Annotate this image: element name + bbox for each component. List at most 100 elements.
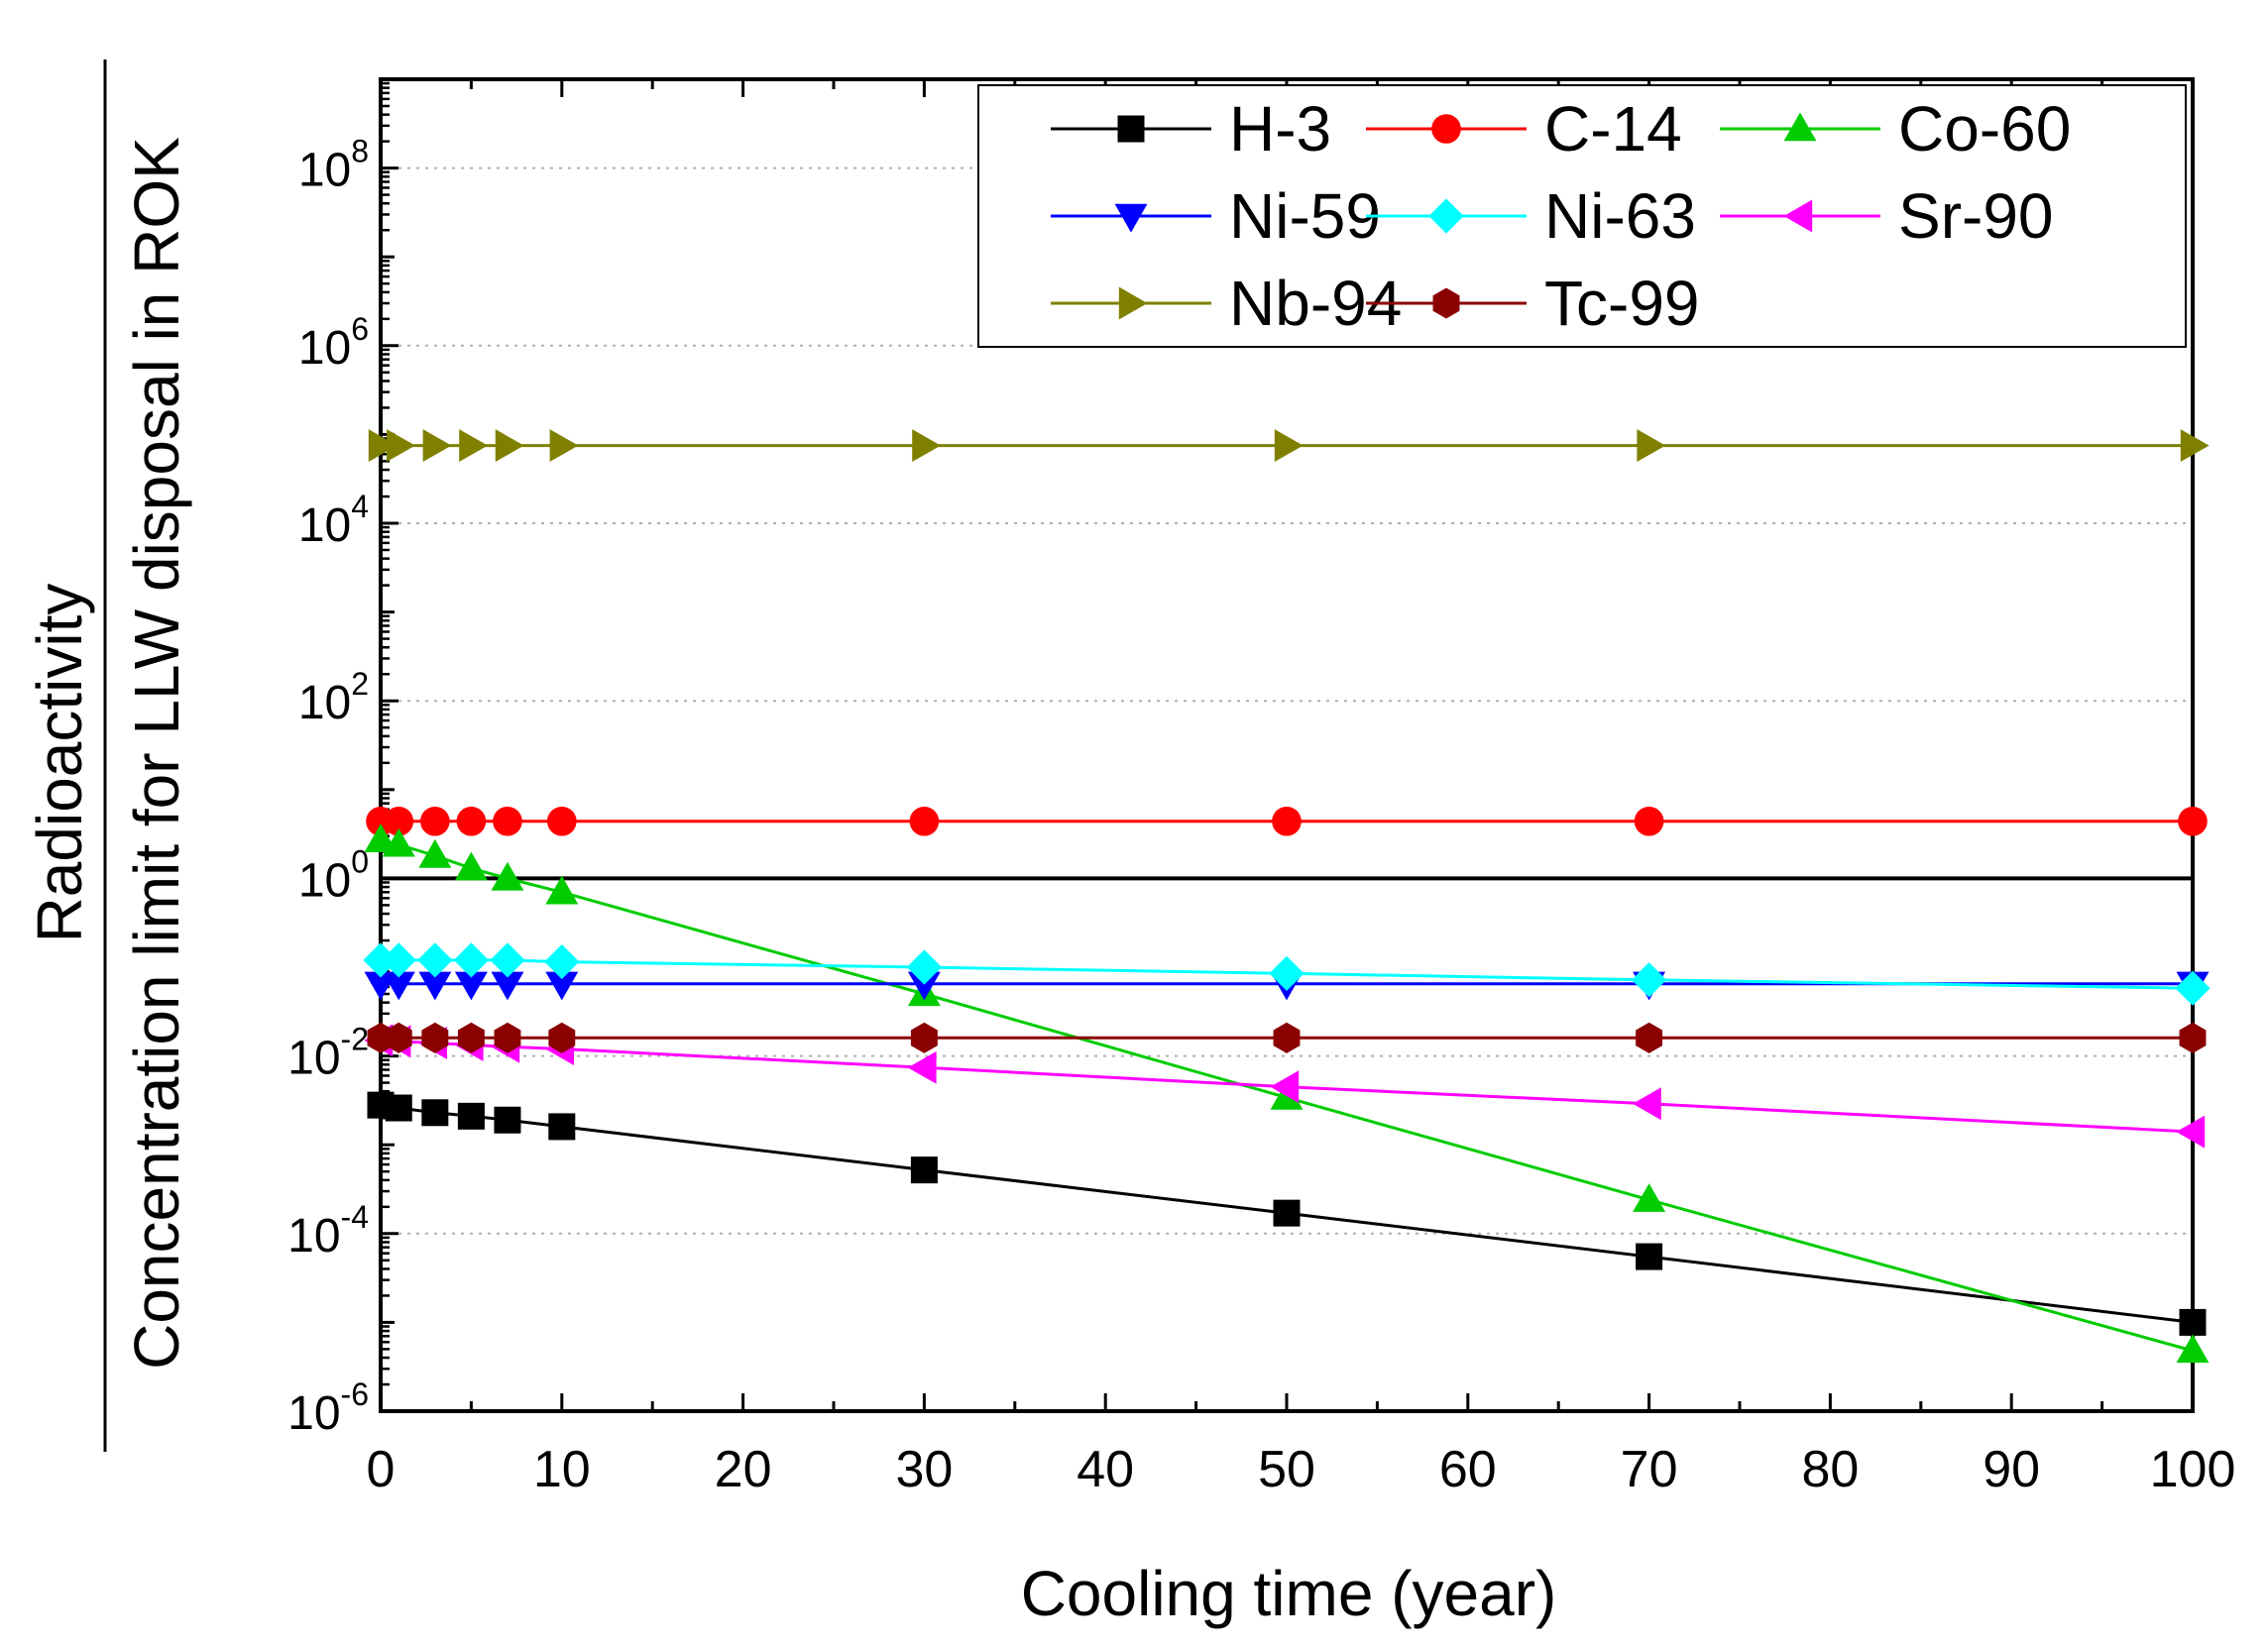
legend-label: Ni-63 bbox=[1544, 180, 1696, 252]
x-tick-label: 0 bbox=[367, 1441, 396, 1498]
data-point bbox=[453, 942, 490, 978]
data-point bbox=[420, 806, 450, 836]
data-point bbox=[2176, 1115, 2206, 1149]
series-line bbox=[380, 1103, 2194, 1324]
x-tick-label: 50 bbox=[1258, 1441, 1315, 1498]
data-point bbox=[1634, 806, 1664, 836]
data-point bbox=[547, 806, 577, 836]
data-point bbox=[422, 429, 452, 463]
legend-entry: Co-60 bbox=[1720, 93, 2071, 165]
data-point bbox=[548, 1022, 576, 1053]
series-ni-63 bbox=[363, 942, 2211, 1006]
y-tick-label: 102 bbox=[298, 666, 369, 729]
data-point bbox=[457, 1022, 485, 1053]
legend-entry: Sr-90 bbox=[1720, 180, 2054, 252]
y-tick-label: 10-6 bbox=[287, 1376, 369, 1440]
data-point bbox=[549, 429, 579, 463]
data-point bbox=[548, 1113, 576, 1141]
y-axis-title-numerator: Radioactivity bbox=[24, 584, 95, 943]
data-point bbox=[906, 949, 943, 985]
tick-marks bbox=[379, 77, 2195, 1413]
data-point bbox=[387, 429, 415, 463]
data-point bbox=[494, 1022, 521, 1053]
x-tick-label: 40 bbox=[1077, 1441, 1134, 1498]
data-point bbox=[494, 1106, 521, 1134]
series bbox=[363, 429, 2211, 1364]
data-point bbox=[454, 851, 488, 881]
data-point bbox=[1272, 806, 1302, 836]
data-point bbox=[1636, 1243, 1663, 1270]
y-tick-label: 104 bbox=[298, 489, 369, 552]
data-point bbox=[2175, 970, 2211, 1006]
y-tick-label: 10-4 bbox=[287, 1199, 369, 1263]
y-tick-labels: 10-6 10-4 10-2 100 102 104 106 108 bbox=[287, 134, 369, 1440]
data-point bbox=[1269, 955, 1304, 991]
data-point bbox=[910, 1022, 938, 1053]
data-point bbox=[1637, 429, 1666, 463]
legend-marker bbox=[1432, 287, 1460, 319]
y-axis-title-denominator: Concentration limit for LLW disposal in … bbox=[121, 137, 192, 1370]
legend-entry: Tc-99 bbox=[1366, 268, 1700, 339]
legend-marker bbox=[1118, 286, 1148, 320]
legend-marker bbox=[1431, 114, 1461, 144]
x-tick-label: 100 bbox=[2150, 1441, 2236, 1498]
legend-label: Tc-99 bbox=[1544, 268, 1700, 339]
data-point bbox=[381, 942, 416, 978]
data-point bbox=[490, 942, 525, 978]
series-c-14 bbox=[366, 806, 2208, 836]
legend-marker bbox=[1783, 199, 1813, 233]
series-line bbox=[380, 838, 2194, 1353]
data-point bbox=[1273, 1199, 1301, 1227]
legend-marker bbox=[1783, 112, 1817, 142]
data-point bbox=[417, 942, 453, 978]
data-point bbox=[495, 429, 524, 463]
legend-label: C-14 bbox=[1544, 93, 1682, 165]
data-point bbox=[491, 861, 524, 891]
series-tc-99 bbox=[367, 1022, 2207, 1053]
data-point bbox=[421, 1099, 449, 1127]
series-co-60 bbox=[364, 824, 2210, 1364]
y-tick-label: 10-2 bbox=[287, 1022, 369, 1085]
data-point bbox=[385, 1094, 412, 1122]
y-tick-label: 106 bbox=[298, 311, 369, 375]
data-point bbox=[1631, 962, 1667, 998]
y-axis-title: Radioactivity Concentration limit for LL… bbox=[24, 59, 192, 1452]
series-nb-94 bbox=[368, 429, 2210, 463]
legend-entry: C-14 bbox=[1366, 93, 1682, 165]
data-point bbox=[2179, 1022, 2207, 1053]
legend-marker bbox=[1117, 115, 1145, 143]
data-point bbox=[421, 1022, 449, 1053]
series-line bbox=[380, 1039, 2194, 1134]
legend-entry: Ni-63 bbox=[1366, 180, 1696, 252]
data-point bbox=[459, 429, 489, 463]
legend-marker bbox=[1114, 203, 1148, 233]
data-point bbox=[1274, 429, 1304, 463]
data-point bbox=[1632, 1087, 1661, 1121]
legend-label: Co-60 bbox=[1898, 93, 2071, 165]
x-tick-label: 80 bbox=[1801, 1441, 1859, 1498]
data-point bbox=[545, 875, 579, 905]
data-point bbox=[1270, 1070, 1300, 1104]
data-point bbox=[368, 429, 397, 463]
data-point bbox=[456, 806, 487, 836]
series-h-3 bbox=[367, 1091, 2207, 1336]
data-point bbox=[364, 824, 397, 852]
legend-entry: H-3 bbox=[1051, 93, 1331, 165]
data-point bbox=[385, 1022, 412, 1053]
legend-entry: Ni-59 bbox=[1051, 180, 1381, 252]
legend-label: H-3 bbox=[1229, 93, 1331, 165]
data-point bbox=[544, 943, 580, 980]
legend-label: Sr-90 bbox=[1898, 180, 2054, 252]
x-tick-label: 10 bbox=[533, 1441, 591, 1498]
data-point bbox=[1636, 1022, 1663, 1053]
y-tick-label: 108 bbox=[298, 134, 369, 197]
legend-marker bbox=[1428, 198, 1464, 234]
x-tick-label: 60 bbox=[1439, 1441, 1497, 1498]
x-axis-title: Cooling time (year) bbox=[1021, 1558, 1557, 1629]
x-tick-label: 20 bbox=[715, 1441, 772, 1498]
x-tick-label: 70 bbox=[1621, 1441, 1678, 1498]
data-point bbox=[418, 838, 452, 868]
data-point bbox=[1633, 1183, 1666, 1212]
